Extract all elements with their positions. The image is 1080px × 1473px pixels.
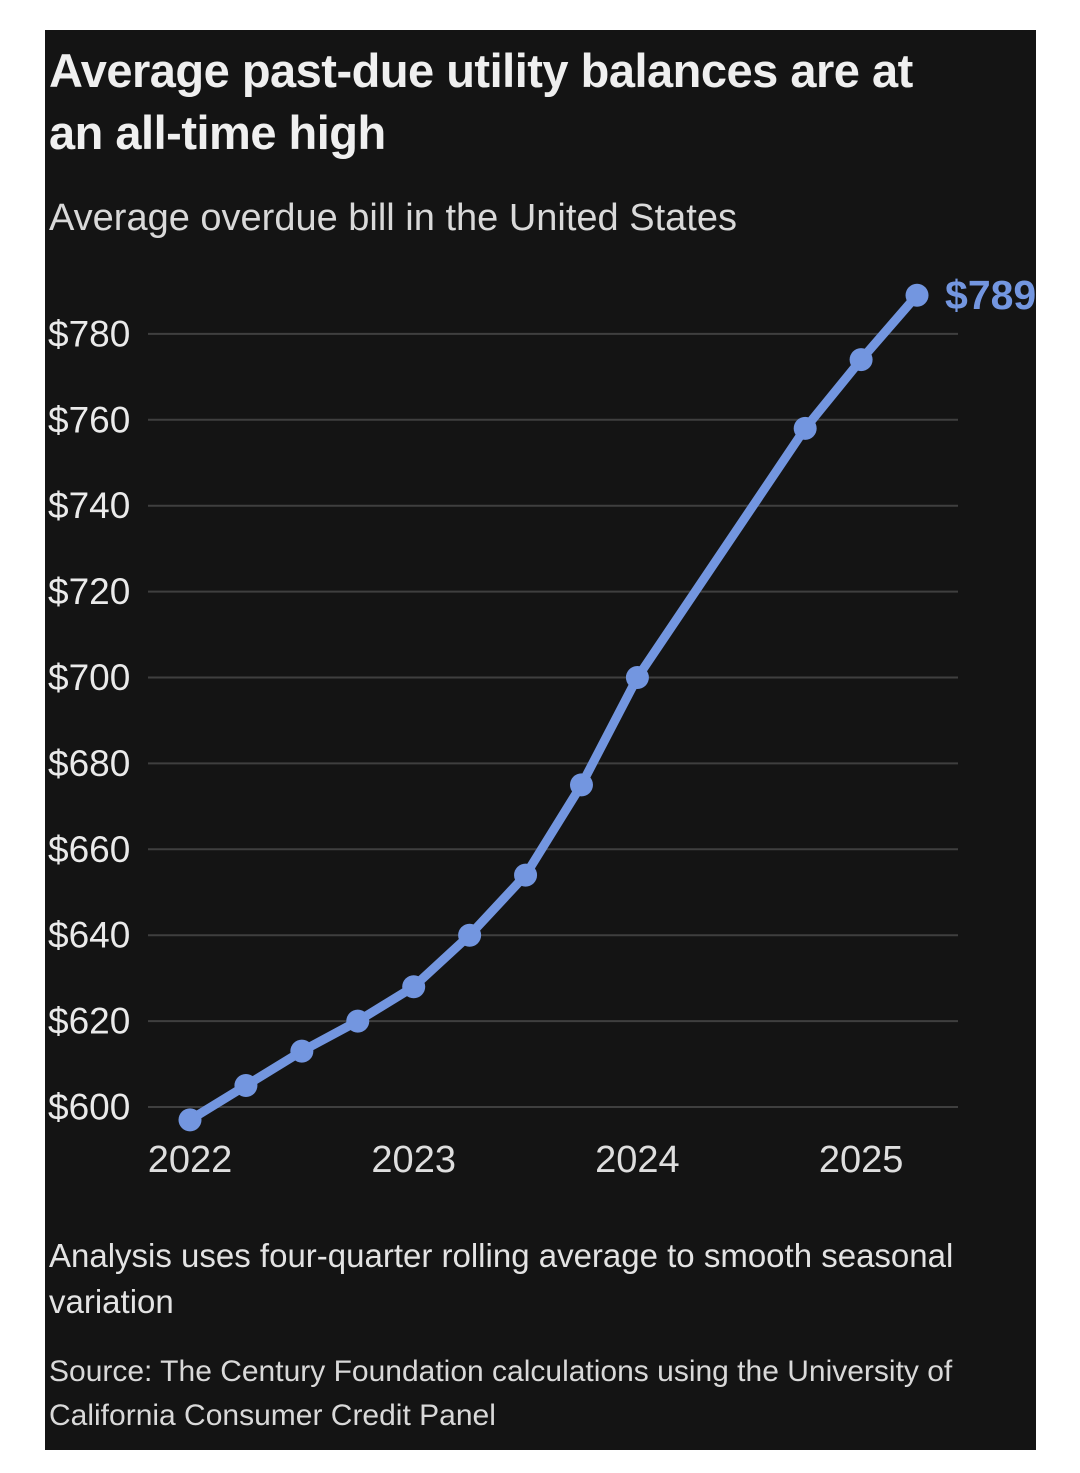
data-point-marker	[234, 1074, 258, 1098]
y-axis-labels: $600 $620 $640 $660 $680 $700 $720 $740 $760 $780	[48, 313, 130, 1127]
data-point-marker	[905, 283, 929, 307]
data-points	[178, 283, 929, 1132]
chart-subtitle: Average overdue bill in the United State…	[49, 197, 737, 239]
data-point-marker	[346, 1009, 370, 1033]
chart-note: Analysis uses four-quarter rolling avera…	[49, 1237, 954, 1321]
x-tick-label: 2025	[819, 1139, 904, 1181]
y-tick-label: $700	[48, 657, 130, 698]
data-point-marker	[569, 773, 593, 797]
y-tick-label: $640	[48, 915, 130, 956]
y-tick-label: $680	[48, 743, 130, 784]
y-tick-label: $720	[48, 571, 130, 612]
data-point-marker	[514, 863, 538, 887]
chart-title: Average past-due utility balances are at…	[49, 44, 913, 160]
y-tick-label: $760	[48, 399, 130, 440]
chart-source: Source: The Century Foundation calculati…	[49, 1355, 953, 1432]
y-tick-label: $600	[48, 1087, 130, 1128]
y-tick-label: $780	[48, 313, 130, 354]
y-tick-label: $740	[48, 485, 130, 526]
x-tick-label: 2022	[148, 1139, 233, 1181]
chart-card: Average past-due utility balances are at…	[45, 30, 1036, 1450]
end-value-label: $789	[945, 272, 1036, 318]
x-tick-label: 2024	[595, 1139, 680, 1181]
data-point-marker	[402, 975, 426, 999]
data-point-marker	[849, 348, 873, 372]
data-point-marker	[458, 923, 482, 947]
x-tick-label: 2023	[371, 1139, 456, 1181]
data-point-marker	[178, 1108, 202, 1132]
x-axis-labels: 2022 2023 2024 2025	[148, 1139, 904, 1181]
data-point-marker	[625, 666, 649, 689]
gridlines	[148, 332, 958, 1108]
y-tick-label: $660	[48, 829, 130, 870]
data-point-marker	[793, 416, 817, 440]
data-point-marker	[290, 1039, 314, 1063]
line-chart: $600 $620 $640 $660 $680 $700 $720 $740 $760 $780…	[48, 272, 1036, 1181]
y-tick-label: $620	[48, 1001, 130, 1042]
